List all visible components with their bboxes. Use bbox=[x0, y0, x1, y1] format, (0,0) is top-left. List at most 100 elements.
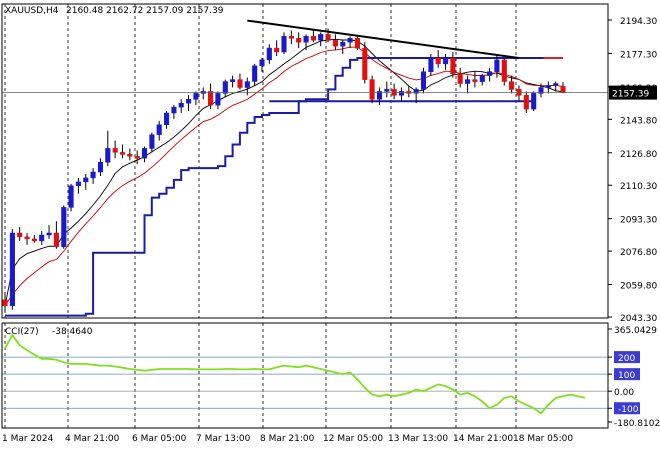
candle bbox=[134, 156, 140, 159]
candle bbox=[310, 36, 316, 41]
price-tick-label: 2059.80 bbox=[620, 282, 657, 292]
price-tick-label: 2126.80 bbox=[620, 150, 657, 160]
candle bbox=[46, 232, 52, 236]
time-tick-label: 18 Mar 05:00 bbox=[513, 434, 573, 444]
candle bbox=[244, 81, 250, 88]
cci-indicator-label: CCI(27) bbox=[5, 327, 39, 337]
candle bbox=[90, 171, 96, 179]
candle bbox=[222, 81, 228, 94]
candle bbox=[523, 95, 529, 110]
candle bbox=[450, 57, 456, 74]
price-tick-label: 2043.30 bbox=[620, 314, 657, 324]
price-tick-label: 2110.30 bbox=[620, 182, 657, 192]
candle bbox=[2, 299, 8, 307]
candle bbox=[435, 57, 441, 65]
candle bbox=[178, 102, 184, 108]
candle bbox=[97, 161, 104, 173]
cci-tick-label: 100 bbox=[618, 371, 635, 381]
candle bbox=[24, 236, 30, 240]
price-tick-label: 2194.30 bbox=[620, 17, 657, 27]
candle bbox=[443, 57, 449, 65]
candle bbox=[112, 148, 118, 153]
candle bbox=[53, 232, 59, 248]
candle bbox=[17, 232, 23, 238]
axes: 1 Mar 2024 4 Mar 21:00 6 Mar 05:00 7 Mar 13… bbox=[1, 3, 660, 444]
candle bbox=[303, 36, 309, 43]
candle bbox=[420, 71, 427, 90]
candle bbox=[61, 207, 67, 247]
cci-level-badge bbox=[614, 351, 640, 364]
candle bbox=[376, 91, 383, 100]
candle bbox=[465, 79, 471, 84]
candle bbox=[325, 34, 331, 41]
candle bbox=[266, 47, 272, 61]
candle bbox=[457, 73, 463, 84]
candle bbox=[281, 36, 287, 53]
time-tick-label: 7 Mar 13:00 bbox=[196, 434, 251, 444]
candle bbox=[156, 124, 162, 135]
candle bbox=[105, 148, 111, 163]
candle bbox=[149, 134, 155, 149]
candle bbox=[347, 38, 353, 43]
time-tick-label: 4 Mar 21:00 bbox=[65, 434, 120, 444]
current-price-label: 2157.39 bbox=[612, 90, 649, 100]
candle bbox=[362, 47, 368, 80]
candle bbox=[384, 89, 390, 92]
candle bbox=[31, 238, 37, 242]
price-tick-label: 2076.80 bbox=[620, 248, 657, 258]
candle bbox=[68, 185, 74, 208]
cci-frame bbox=[1, 322, 609, 429]
candle bbox=[252, 65, 258, 82]
candle bbox=[83, 177, 89, 183]
ohlc-readout: 2160.48 2162.72 2157.09 2157.39 bbox=[66, 6, 224, 16]
cci-grid bbox=[2, 323, 608, 428]
candle bbox=[428, 57, 434, 73]
candle bbox=[186, 99, 192, 104]
candle bbox=[545, 85, 551, 88]
price-series bbox=[2, 19, 608, 317]
candle bbox=[479, 75, 485, 82]
moving-average-fast bbox=[4, 38, 564, 306]
candle bbox=[39, 234, 45, 242]
cci-tick-label: 0.00 bbox=[614, 388, 634, 398]
candle bbox=[237, 79, 243, 88]
cci-indicator-value: -38.4640 bbox=[52, 327, 93, 337]
price-tick-label: 2093.30 bbox=[620, 216, 657, 226]
trend-line bbox=[247, 19, 520, 59]
candle bbox=[9, 232, 15, 307]
candle bbox=[119, 152, 126, 155]
candle bbox=[193, 93, 199, 100]
candle bbox=[560, 86, 566, 93]
candle bbox=[75, 181, 81, 187]
cci-tick-label: -100 bbox=[618, 405, 639, 415]
candle bbox=[538, 87, 544, 94]
symbol-label: XAUUSD,H4 bbox=[5, 6, 59, 16]
candle bbox=[288, 36, 294, 39]
candle bbox=[230, 79, 236, 82]
cci-level-badge bbox=[614, 402, 640, 415]
time-tick-label: 12 Mar 05:00 bbox=[323, 434, 383, 444]
cci-level-badge bbox=[614, 368, 640, 381]
candle bbox=[413, 89, 419, 94]
candle bbox=[354, 38, 360, 49]
candle bbox=[398, 91, 405, 96]
candle bbox=[259, 59, 265, 67]
price-tick-label: 2177.30 bbox=[620, 50, 657, 60]
candle bbox=[553, 83, 559, 86]
candle bbox=[296, 38, 302, 43]
candle bbox=[164, 112, 170, 126]
candle bbox=[472, 79, 478, 82]
main-frame bbox=[1, 3, 609, 319]
candle bbox=[494, 59, 500, 72]
candle bbox=[332, 40, 338, 47]
time-tick-label: 14 Mar 21:00 bbox=[453, 434, 513, 444]
candle bbox=[215, 93, 221, 106]
cci-series bbox=[4, 333, 586, 415]
time-tick-label: 1 Mar 2024 bbox=[2, 434, 54, 444]
moving-average-slow bbox=[4, 46, 564, 307]
candle bbox=[531, 93, 537, 110]
current-price-badge bbox=[609, 85, 657, 100]
cci-tick-label: 200 bbox=[618, 354, 635, 364]
cci-tick-label: 365.0429 bbox=[614, 326, 657, 336]
